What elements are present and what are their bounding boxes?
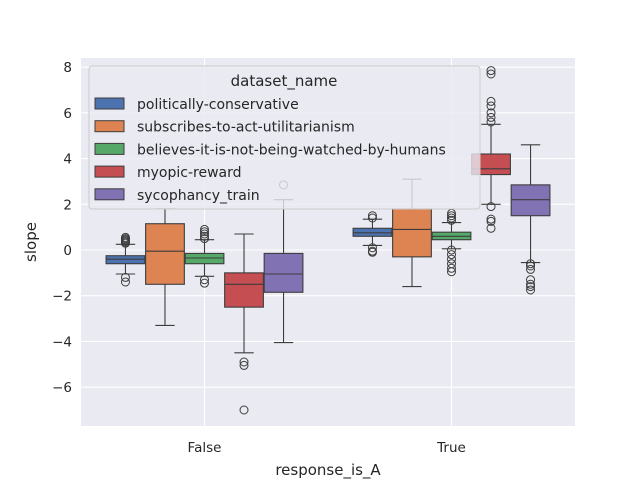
outlier-point xyxy=(447,215,456,225)
outlier-point xyxy=(447,263,456,273)
box-body xyxy=(184,252,225,265)
legend-entry-label: politically-conservative xyxy=(137,97,299,113)
outlier-point xyxy=(447,254,456,264)
box-body xyxy=(392,208,432,258)
outlier-point xyxy=(367,213,377,223)
outlier-point xyxy=(239,357,249,367)
outlier-point xyxy=(486,69,496,79)
outlier-point xyxy=(239,360,249,370)
axes: response_is_A slope −6 −4 −2 0 2 4 6 8 False True xyxy=(22,60,466,480)
box-believes-it-is-not-being-watched-by-humans-True xyxy=(431,208,472,277)
box-body xyxy=(145,223,185,285)
box-politically-conservative-False xyxy=(105,232,146,287)
outlier-point xyxy=(526,279,536,289)
box-myopic-reward-True xyxy=(471,66,511,233)
outlier-point xyxy=(120,272,130,282)
y-tick-label: 6 xyxy=(63,106,72,122)
outlier-point xyxy=(447,250,456,260)
outlier-point xyxy=(200,278,209,288)
outlier-point xyxy=(447,245,456,255)
box-body xyxy=(105,255,146,265)
outlier-point xyxy=(200,224,209,234)
x-tick-label: False xyxy=(188,440,222,456)
outlier-point xyxy=(367,211,377,221)
outlier-point xyxy=(200,231,209,241)
legend-swatch xyxy=(94,120,125,133)
outlier-point xyxy=(486,223,496,233)
y-tick-label: 4 xyxy=(63,152,72,168)
y-tick-label: 2 xyxy=(63,197,72,213)
y-axis-label: slope xyxy=(22,222,40,262)
outlier-point xyxy=(486,112,496,122)
outlier-point xyxy=(447,267,456,277)
y-tick-label: 8 xyxy=(63,60,72,76)
outlier-point xyxy=(486,101,496,111)
legend-swatch xyxy=(94,142,125,155)
legend-entry-label: believes-it-is-not-being-watched-by-huma… xyxy=(137,142,446,158)
outlier-point xyxy=(239,405,249,415)
y-tick-label: 0 xyxy=(63,243,72,259)
legend-entry-label: subscribes-to-act-utilitarianism xyxy=(137,120,355,136)
box-subscribes-to-act-utilitarianism-True xyxy=(392,178,432,288)
legend-entry-label: sycophancy_train xyxy=(137,188,260,204)
outlier-point xyxy=(367,247,377,257)
x-tick-label: True xyxy=(436,440,466,456)
outlier-point xyxy=(486,216,496,226)
legend-swatch xyxy=(94,188,125,201)
outlier-point xyxy=(526,261,536,271)
outlier-point xyxy=(486,117,496,127)
y-tick-label: −4 xyxy=(52,334,72,350)
outlier-point xyxy=(367,243,377,253)
outlier-point xyxy=(200,275,209,285)
y-tick-label: −6 xyxy=(52,380,72,396)
outlier-point xyxy=(486,214,496,224)
box-politically-conservative-True xyxy=(352,211,393,257)
outlier-point xyxy=(120,232,130,242)
box-believes-it-is-not-being-watched-by-humans-False xyxy=(184,224,225,288)
outlier-point xyxy=(526,264,536,274)
outlier-point xyxy=(486,96,496,106)
legend-title: dataset_name xyxy=(231,72,338,91)
outlier-point xyxy=(447,211,456,221)
box-myopic-reward-False xyxy=(224,233,264,415)
outlier-point xyxy=(120,277,130,287)
legend-swatch xyxy=(94,165,125,178)
box-body xyxy=(510,184,551,217)
x-axis-label: response_is_A xyxy=(275,461,381,480)
outlier-point xyxy=(526,282,536,292)
outlier-point xyxy=(486,108,496,118)
box-sycophancy_train-True xyxy=(510,144,551,295)
legend-entry-label: myopic-reward xyxy=(137,165,242,181)
outlier-point xyxy=(526,285,536,295)
outlier-point xyxy=(526,275,536,285)
outlier-point xyxy=(200,227,209,237)
legend-swatch xyxy=(94,97,125,110)
outlier-point xyxy=(447,213,456,223)
box-body xyxy=(352,227,393,237)
y-tick-label: −2 xyxy=(52,289,72,305)
legend-frame xyxy=(88,65,481,210)
outlier-point xyxy=(526,259,536,269)
legend: dataset_name politically-conservative sub… xyxy=(88,65,481,210)
outlier-point xyxy=(486,202,496,212)
box-body xyxy=(224,272,264,308)
outlier-point xyxy=(200,234,209,244)
box-body xyxy=(263,252,304,293)
outlier-point xyxy=(200,229,209,239)
outlier-point xyxy=(486,66,496,76)
